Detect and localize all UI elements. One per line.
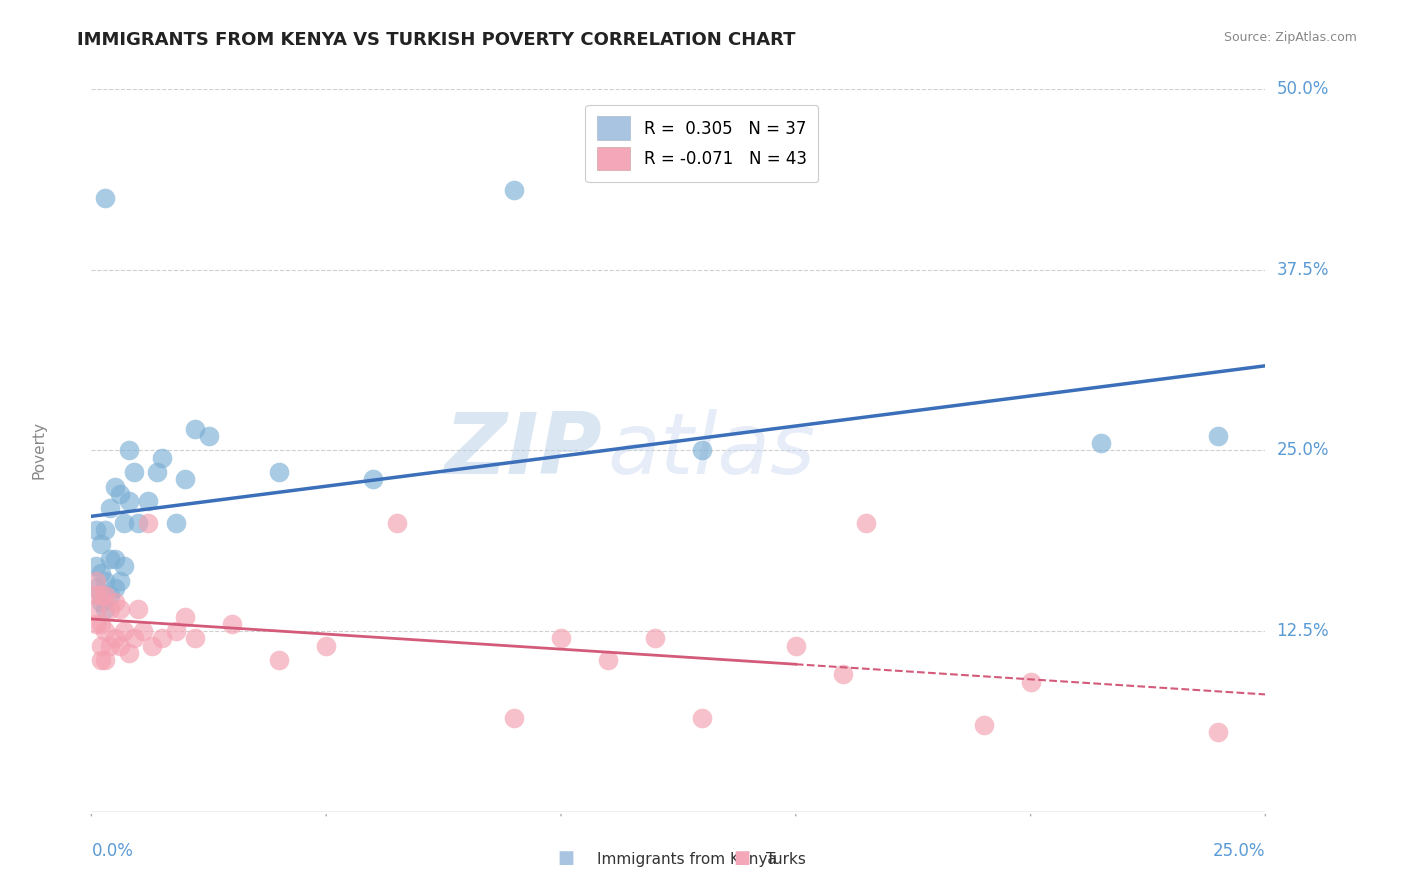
Point [183,422,205,436]
Point [94,191,117,205]
Text: Turks: Turks [766,852,806,867]
Legend: R =  0.305   N = 37, R = -0.071   N = 43: R = 0.305 N = 37, R = -0.071 N = 43 [585,104,818,182]
Point [690,711,713,725]
Point [385,516,408,530]
Point [973,718,995,732]
Point [98,602,121,616]
Point [104,480,127,494]
Point [174,472,197,486]
Point [98,588,121,602]
Point [104,551,127,566]
Point [503,711,526,725]
Point [269,465,291,479]
Text: 25.0%: 25.0% [1277,442,1329,459]
Text: 50.0%: 50.0% [1277,80,1329,98]
Text: 37.5%: 37.5% [1277,260,1329,279]
Point [221,616,243,631]
Point [90,616,112,631]
Point [108,602,131,616]
Point [118,494,141,508]
Point [127,602,149,616]
Point [150,632,173,646]
Text: Immigrants from Kenya: Immigrants from Kenya [598,852,776,867]
Point [122,465,145,479]
Text: Source: ZipAtlas.com: Source: ZipAtlas.com [1223,31,1357,45]
Point [122,632,145,646]
Point [112,624,135,639]
Point [1208,725,1230,739]
Point [84,602,107,616]
Text: ■: ■ [557,849,575,867]
Point [165,624,187,639]
Point [84,616,107,631]
Text: atlas: atlas [607,409,815,492]
Text: ZIP: ZIP [444,409,602,492]
Text: Poverty: Poverty [31,421,46,480]
Point [503,183,526,197]
Point [108,639,131,653]
Point [197,429,219,443]
Point [98,551,121,566]
Point [1208,429,1230,443]
Point [104,595,127,609]
Point [84,523,107,537]
Point [108,574,131,588]
Point [90,588,112,602]
Point [644,632,666,646]
Point [183,632,205,646]
Point [361,472,384,486]
Point [108,487,131,501]
Point [84,581,107,595]
Point [94,602,117,616]
Text: IMMIGRANTS FROM KENYA VS TURKISH POVERTY CORRELATION CHART: IMMIGRANTS FROM KENYA VS TURKISH POVERTY… [77,31,796,49]
Point [136,516,159,530]
Point [269,653,291,667]
Point [136,494,159,508]
Point [90,639,112,653]
Point [831,667,853,681]
Point [94,624,117,639]
Point [146,465,169,479]
Point [118,443,141,458]
Point [90,595,112,609]
Point [690,443,713,458]
Point [112,516,135,530]
Point [596,653,619,667]
Point [150,450,173,465]
Point [84,574,107,588]
Text: 25.0%: 25.0% [1213,842,1265,860]
Text: 12.5%: 12.5% [1277,622,1329,640]
Point [94,523,117,537]
Point [98,639,121,653]
Text: ■: ■ [733,849,751,867]
Text: 0.0%: 0.0% [91,842,134,860]
Point [90,537,112,551]
Point [90,653,112,667]
Point [98,501,121,516]
Point [315,639,337,653]
Point [1090,436,1112,450]
Point [94,588,117,602]
Point [1019,674,1042,689]
Point [132,624,155,639]
Point [104,581,127,595]
Point [550,632,572,646]
Point [165,516,187,530]
Point [90,566,112,581]
Point [84,588,107,602]
Point [104,632,127,646]
Point [141,639,163,653]
Point [127,516,149,530]
Point [174,609,197,624]
Point [94,574,117,588]
Point [118,646,141,660]
Point [94,653,117,667]
Point [84,559,107,574]
Point [855,516,877,530]
Point [112,559,135,574]
Point [785,639,807,653]
